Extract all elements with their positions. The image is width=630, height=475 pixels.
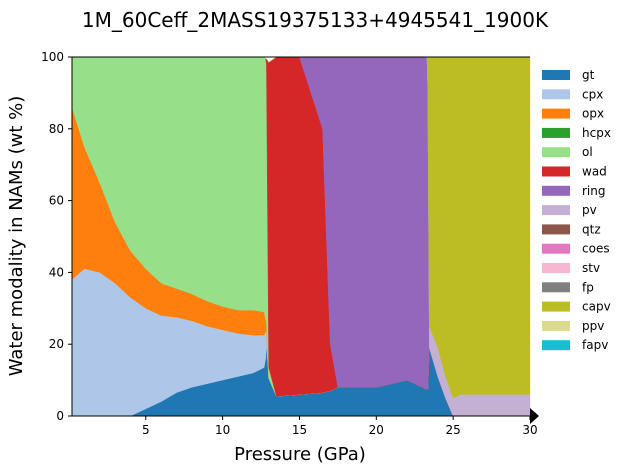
legend-swatch-cpx (542, 89, 570, 100)
x-tick-label: 25 (446, 423, 461, 437)
y-tick-label: 0 (56, 409, 64, 423)
tick-labels: 5 10 15 20 25 30 0 20 40 60 80 100 (41, 50, 538, 437)
legend-swatch-ring (542, 185, 570, 196)
legend-label-coes: coes (582, 242, 610, 256)
legend-swatch-gt (542, 70, 570, 80)
legend-label-capv: capv (582, 300, 611, 314)
legend-swatch-ol (542, 147, 570, 158)
y-tick-label: 40 (49, 265, 64, 279)
legend-label-gt: gt (582, 68, 595, 82)
legend: gt cpx opx hcpx ol wad ring pv qtz coes stv fp capv p… (542, 68, 611, 352)
legend-label-fp: fp (582, 280, 594, 294)
legend-label-hcpx: hcpx (582, 126, 611, 140)
legend-label-opx: opx (582, 107, 604, 121)
legend-label-ring: ring (582, 184, 606, 198)
x-tick-label: 30 (522, 423, 537, 437)
legend-swatch-fp (542, 282, 570, 293)
x-tick-label: 20 (369, 423, 384, 437)
legend-swatch-stv (542, 263, 570, 273)
x-tick-label: 15 (292, 423, 307, 437)
x-tick-label: 10 (215, 423, 230, 437)
legend-label-cpx: cpx (582, 87, 603, 101)
legend-swatch-opx (542, 108, 570, 119)
legend-swatch-fapv (542, 340, 570, 351)
legend-label-qtz: qtz (582, 222, 601, 236)
legend-swatch-wad (542, 166, 570, 177)
area-capv (72, 56, 531, 399)
legend-swatch-ppv (542, 320, 570, 331)
legend-label-wad: wad (582, 165, 607, 179)
legend-swatch-qtz (542, 224, 570, 235)
x-tick-label: 5 (142, 423, 150, 437)
y-axis-label: Water modality in NAMs (wt %) (6, 96, 27, 377)
legend-swatch-coes (542, 243, 570, 254)
y-tick-label: 80 (49, 122, 64, 136)
y-tick-label: 60 (49, 194, 64, 208)
area-series-group (71, 56, 531, 417)
legend-swatch-hcpx (542, 127, 570, 138)
x-axis-label: Pressure (GPa) (234, 444, 366, 465)
legend-label-ppv: ppv (582, 319, 604, 333)
axes (71, 56, 539, 424)
y-tick-label: 20 (49, 337, 64, 351)
legend-swatch-capv (542, 301, 570, 312)
x-axis-arrow-icon (530, 408, 539, 424)
legend-label-fapv: fapv (582, 338, 608, 352)
chart-title: 1M_60Ceff_2MASS19375133+4945541_1900K (82, 8, 549, 32)
legend-label-stv: stv (582, 261, 600, 275)
y-tick-label: 100 (41, 50, 64, 64)
legend-swatch-pv (542, 205, 570, 216)
legend-label-ol: ol (582, 145, 593, 159)
legend-label-pv: pv (582, 203, 597, 217)
